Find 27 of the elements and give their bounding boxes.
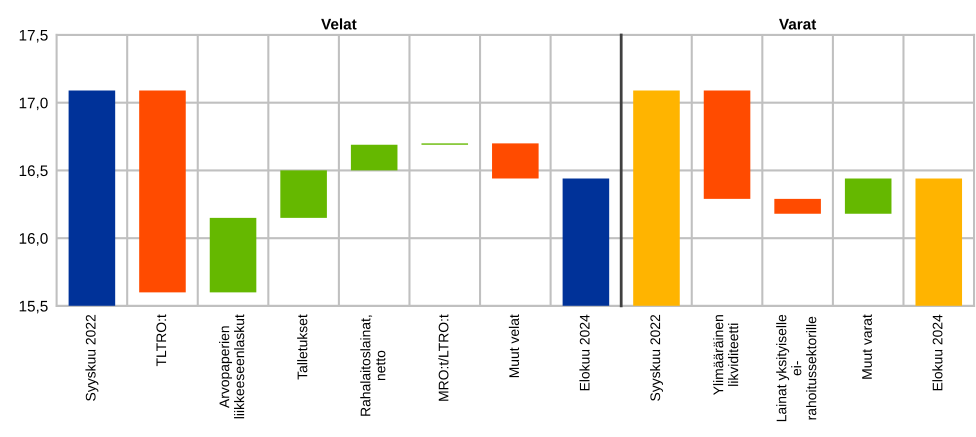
x-tick-label: Lainat yksityiselle ei- rahoitussektorille bbox=[776, 314, 816, 422]
bar bbox=[280, 170, 327, 218]
y-tick-label: 15,5 bbox=[20, 300, 48, 314]
bar bbox=[350, 144, 398, 170]
x-tick-label: Talletukset bbox=[297, 314, 308, 380]
y-tick-label: 17,5 bbox=[20, 30, 48, 42]
bar bbox=[562, 178, 610, 306]
bar bbox=[139, 90, 186, 292]
x-tick-label: Rahalaitoslainat, netto bbox=[360, 315, 386, 416]
y-tick-label: 17,0 bbox=[20, 98, 48, 110]
bar bbox=[492, 143, 539, 179]
x-tick-label: MRO:t/LTRO:t bbox=[438, 314, 448, 401]
x-tick-label: Ylimääräinen likviditeetti bbox=[713, 315, 738, 395]
y-tick-label: 16,0 bbox=[20, 233, 48, 246]
x-tick-label: Elokuu 2024 bbox=[579, 314, 590, 390]
x-tick-label: Syyskuu 2022 bbox=[650, 314, 663, 401]
x-tick-label: Arvopaperien liikkeeseenlaskut bbox=[219, 314, 244, 418]
x-tick-label: Muut velat bbox=[508, 314, 520, 378]
x-tick-label: TLTRO:t bbox=[156, 314, 166, 366]
bar bbox=[68, 90, 116, 306]
chart-title: Varat bbox=[779, 18, 816, 30]
x-tick-label: Syyskuu 2022 bbox=[85, 314, 98, 401]
bar bbox=[210, 218, 256, 292]
y-tick-label: 16,5 bbox=[20, 165, 48, 178]
x-tick-label: Muut varat bbox=[862, 314, 872, 379]
chart-title: Velat bbox=[321, 18, 357, 30]
x-tick-label: Elokuu 2024 bbox=[932, 314, 942, 390]
